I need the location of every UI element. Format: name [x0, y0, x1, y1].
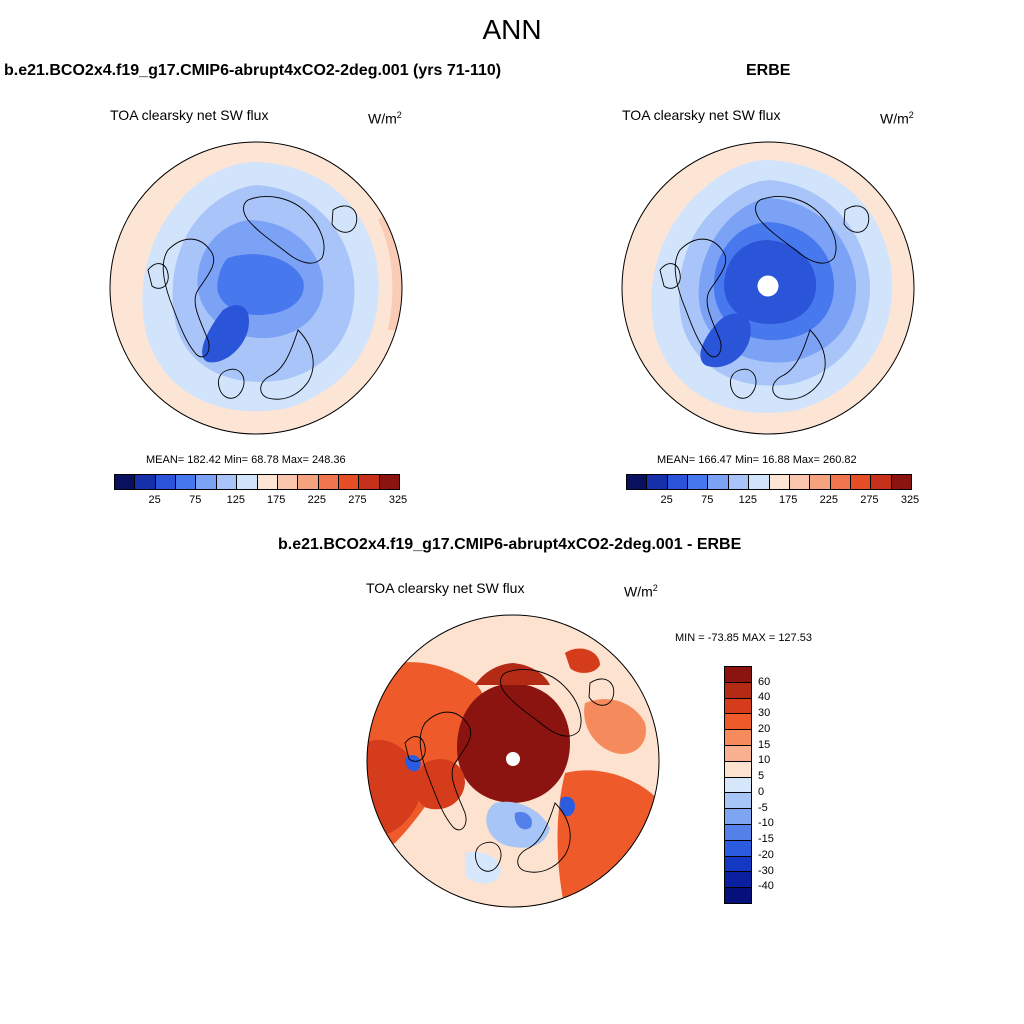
colorbar-cell — [725, 777, 751, 794]
colorbar-cell — [647, 475, 668, 489]
diff-polar-map — [366, 614, 660, 908]
colorbar-cell — [850, 475, 872, 489]
colorbar-cell — [725, 793, 751, 810]
colorbar-cell — [725, 856, 751, 873]
colorbar-tick-label: 225 — [819, 494, 838, 506]
colorbar-cell — [237, 475, 258, 489]
colorbar-cell — [810, 475, 831, 489]
colorbar-cell — [725, 872, 751, 889]
colorbar-tick-label: 10 — [758, 754, 771, 767]
colorbar-cell — [725, 698, 751, 715]
colorbar-tick-label: 275 — [860, 494, 879, 506]
colorbar-cell — [216, 475, 238, 489]
colorbar-tick-label: 125 — [226, 494, 246, 506]
obs-colorbar-ticks: 25 75 125 175 225 275 325 — [626, 494, 919, 508]
colorbar-cell — [725, 809, 751, 825]
colorbar-tick-label: -20 — [758, 848, 774, 861]
obs-polar-map — [621, 141, 915, 435]
colorbar-cell — [725, 667, 751, 683]
colorbar-tick-label: -5 — [758, 801, 768, 814]
colorbar-cell — [338, 475, 360, 489]
colorbar-cell — [379, 475, 400, 489]
colorbar-tick-label: 125 — [738, 494, 758, 506]
colorbar-tick-label: 75 — [189, 494, 202, 506]
colorbar-tick-label: 25 — [660, 494, 673, 506]
colorbar-cell — [725, 714, 751, 731]
colorbar-tick-label: -10 — [758, 817, 774, 830]
model-polar-map — [109, 141, 403, 435]
colorbar-tick-label: 15 — [758, 738, 771, 751]
colorbar-cell — [688, 475, 709, 489]
colorbar-cell — [725, 840, 751, 857]
colorbar-cell — [891, 475, 912, 489]
colorbar-cell — [115, 475, 136, 489]
obs-panel-title: ERBE — [746, 62, 791, 79]
colorbar-cell — [769, 475, 790, 489]
colorbar-tick-label: 175 — [778, 494, 798, 506]
colorbar-cell — [749, 475, 770, 489]
colorbar-cell — [667, 475, 689, 489]
diff-colorbar — [724, 666, 752, 904]
obs-stats: MEAN= 166.47 Min= 16.88 Max= 260.82 — [657, 454, 857, 466]
model-variable-label: TOA clearsky net SW flux — [110, 107, 269, 123]
colorbar-cell — [789, 475, 811, 489]
model-stats: MEAN= 182.42 Min= 68.78 Max= 248.36 — [146, 454, 346, 466]
colorbar-cell — [318, 475, 339, 489]
colorbar-cell — [359, 475, 380, 489]
colorbar-cell — [871, 475, 892, 489]
colorbar-tick-label: 325 — [900, 494, 920, 506]
colorbar-tick-label: 325 — [388, 494, 408, 506]
colorbar-tick-label: 25 — [148, 494, 161, 506]
diff-panel-title: b.e21.BCO2x4.f19_g17.CMIP6-abrupt4xCO2-2… — [278, 536, 742, 553]
obs-variable-label: TOA clearsky net SW flux — [622, 107, 781, 123]
colorbar-tick-label: 30 — [758, 707, 771, 720]
colorbar-cell — [725, 745, 751, 762]
obs-colorbar — [626, 474, 912, 490]
model-panel-title: b.e21.BCO2x4.f19_g17.CMIP6-abrupt4xCO2-2… — [4, 62, 502, 79]
colorbar-tick-label: -30 — [758, 864, 774, 877]
colorbar-tick-label: 40 — [758, 691, 771, 704]
colorbar-cell — [257, 475, 278, 489]
diff-units-label: W/m2 — [624, 583, 658, 600]
colorbar-cell — [627, 475, 648, 489]
colorbar-cell — [135, 475, 156, 489]
colorbar-tick-label: -40 — [758, 880, 774, 893]
colorbar-cell — [725, 730, 751, 746]
model-colorbar-ticks: 25 75 125 175 225 275 325 — [114, 494, 407, 508]
colorbar-cell — [708, 475, 729, 489]
season-title: ANN — [482, 14, 542, 45]
colorbar-cell — [725, 824, 751, 841]
diff-colorbar-ticks: 60 40 30 20 15 10 5 0 -5 -10 -15 -20 -30… — [758, 666, 798, 902]
colorbar-cell — [830, 475, 851, 489]
colorbar-tick-label: 5 — [758, 770, 765, 783]
obs-units-label: W/m2 — [880, 110, 914, 127]
colorbar-cell — [725, 682, 751, 699]
colorbar-cell — [725, 761, 751, 778]
colorbar-cell — [155, 475, 177, 489]
colorbar-tick-label: 75 — [701, 494, 714, 506]
colorbar-tick-label: -15 — [758, 833, 774, 846]
colorbar-cell — [277, 475, 299, 489]
colorbar-cell — [176, 475, 197, 489]
model-units-label: W/m2 — [368, 110, 402, 127]
colorbar-tick-label: 175 — [266, 494, 286, 506]
diff-minmax: MIN = -73.85 MAX = 127.53 — [675, 632, 812, 644]
colorbar-tick-label: 275 — [348, 494, 367, 506]
colorbar-tick-label: 20 — [758, 722, 771, 735]
colorbar-cell — [725, 888, 751, 903]
colorbar-cell — [196, 475, 217, 489]
colorbar-tick-label: 225 — [307, 494, 326, 506]
colorbar-cell — [728, 475, 750, 489]
diff-variable-label: TOA clearsky net SW flux — [366, 580, 525, 596]
colorbar-tick-label: 60 — [758, 675, 771, 688]
colorbar-tick-label: 0 — [758, 785, 765, 798]
colorbar-cell — [298, 475, 319, 489]
model-colorbar — [114, 474, 400, 490]
